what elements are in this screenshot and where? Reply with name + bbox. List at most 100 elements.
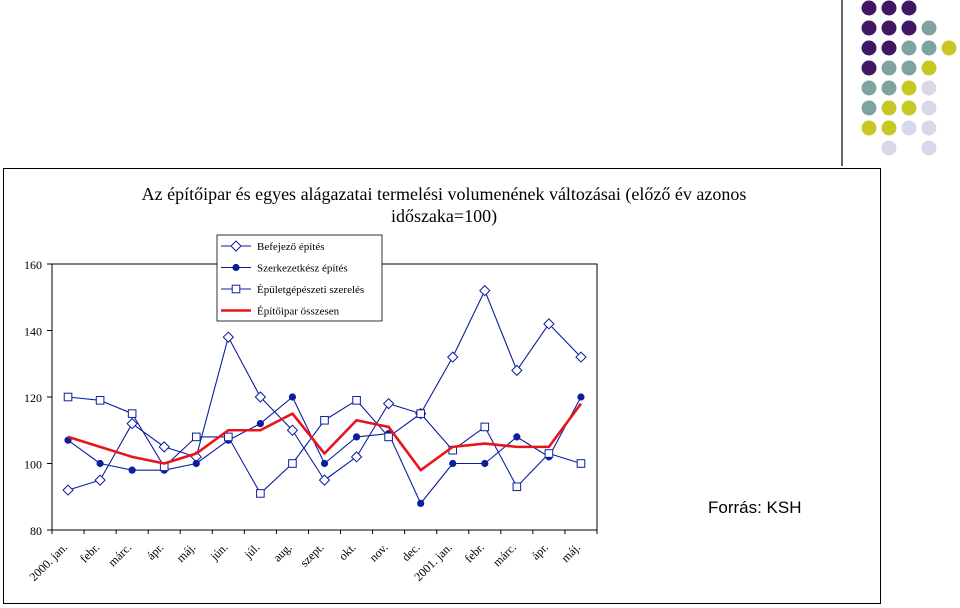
decorative-dot-grid [841,0,957,166]
data-point-square [95,396,105,405]
chart-frame [3,168,881,604]
x-tick-label: 2000. jan. [27,540,71,584]
data-point-diamond [511,364,523,377]
data-point-diamond [62,484,74,496]
legend-item: Építőipar összesen [221,306,340,318]
data-point-square [320,415,329,425]
decor-dot [861,0,877,16]
data-point-diamond [286,424,299,436]
x-tick-label: júl. [241,540,263,562]
y-tick-label: 140 [24,325,42,339]
legend-item: Befejező építés [221,240,325,253]
decor-dot [861,60,877,76]
decor-dot [921,40,937,56]
decor-dot [861,20,877,36]
x-tick-label: febr. [77,540,102,565]
decor-dot [861,40,877,56]
decor-dot [901,100,917,116]
legend-box [216,234,383,322]
decor-dot [881,100,897,116]
x-tick-label: ápr. [529,540,551,562]
legend-label: Befejező építés [257,241,325,253]
decor-dot [861,120,877,136]
data-point-diamond [382,397,395,410]
series-4 [67,402,583,472]
data-point-square [512,482,522,492]
y-tick-label: 120 [24,391,42,405]
decor-dot [901,120,917,136]
chart-title-line-2: időszaka=100) [390,206,498,226]
data-point-diamond [350,451,363,463]
legend: Befejező építés Szerkezetkész építés Épüle… [216,234,383,322]
data-point-square [63,392,73,402]
series-3 [63,392,586,498]
series-line [67,402,583,472]
decor-dot [901,40,917,56]
decor-dot [881,40,897,56]
data-point-diamond [543,318,555,330]
data-point-diamond [479,284,491,297]
data-point-circle [449,459,457,468]
data-point-diamond [575,351,587,363]
x-tick-label: márc. [490,540,519,569]
decor-dot [901,80,917,96]
series-line [67,396,582,504]
data-point-square [231,284,241,294]
decor-dot [941,40,957,56]
data-point-circle [128,466,136,474]
y-tick-label: 80 [30,524,42,538]
data-point-square [191,432,201,442]
data-point-diamond [222,331,235,343]
data-point-square [288,459,297,468]
decor-dot [881,0,897,16]
data-point-diamond [126,417,138,430]
x-tick-label: máj. [558,540,583,565]
x-tick-label: nov. [367,540,391,564]
decor-dot [921,120,937,136]
legend-label: Szerkezetkész építés [257,263,348,275]
decor-dot [921,60,937,76]
data-point-circle [417,499,425,507]
decor-dot [881,140,897,156]
x-tick-label: máj. [174,540,199,565]
source-note: Forrás: KSH [708,498,802,517]
data-point-diamond [230,240,242,252]
data-point-diamond [318,474,331,486]
decor-dot [861,80,877,96]
data-point-circle [288,393,297,401]
decor-dot [901,0,917,16]
chart-title: Az építőipar és egyes alágazatai termelé… [141,184,747,204]
data-point-circle [96,459,104,468]
x-tick-label: okt. [336,540,359,563]
decor-dot [921,100,937,116]
decor-dot [861,100,877,116]
x-tick-label: aug. [270,540,294,564]
x-tick-label: febr. [462,540,487,565]
y-tick-label: 100 [24,458,42,472]
legend-label: Építőipar összesen [257,306,340,318]
data-point-circle [232,263,240,272]
data-point-diamond [254,391,267,403]
data-point-diamond [158,441,170,453]
series-2 [64,393,585,507]
data-point-circle [577,393,585,401]
decor-dot [921,140,937,156]
decor-dot [881,80,897,96]
x-tick-label: jún. [207,540,231,564]
decor-dot [881,60,897,76]
data-point-circle [256,420,264,428]
decor-dot [881,20,897,36]
decor-dot [901,60,917,76]
data-point-square [127,409,137,418]
data-point-diamond [447,351,459,363]
data-point-circle [481,459,489,468]
legend-item: Szerkezetkész építés [221,263,348,275]
x-tick-label: ápr. [144,540,166,562]
x-tick-label: szept. [297,540,326,569]
legend-item: Épületgépészeti szerelés [221,284,364,296]
data-point-square [384,432,393,442]
data-point-square [416,409,425,418]
data-point-square [352,396,361,405]
legend-label: Épületgépészeti szerelés [257,284,364,296]
